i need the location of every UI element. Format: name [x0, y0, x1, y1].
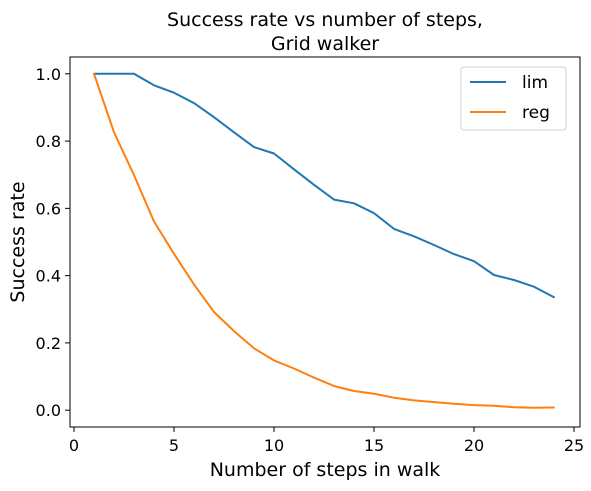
x-tick-label: 15 [364, 436, 384, 455]
chart-title-line-2: Grid walker [271, 33, 379, 55]
y-tick-label: 0.6 [36, 199, 61, 218]
plot-frame [69, 56, 581, 428]
series-line-lim [93, 72, 555, 299]
legend: lim reg [460, 66, 567, 131]
legend-label-reg: reg [522, 103, 550, 123]
x-axis-label: Number of steps in walk [210, 459, 441, 481]
plot-area [93, 72, 555, 409]
legend-label-lim: lim [522, 73, 548, 93]
x-tick-label: 25 [564, 436, 584, 455]
y-tick-label: 0.4 [36, 267, 61, 286]
y-axis-label: Success rate [7, 181, 29, 302]
y-tick-label: 1.0 [36, 65, 61, 84]
series-line-reg [93, 72, 555, 409]
chart-title-line-1: Success rate vs number of steps, [167, 9, 483, 31]
x-tick-label: 20 [464, 436, 484, 455]
x-tick-label: 10 [264, 436, 284, 455]
x-tick-label: 0 [69, 436, 79, 455]
legend-box [460, 66, 567, 131]
x-tick-label: 5 [169, 436, 179, 455]
y-tick-label: 0.0 [36, 401, 61, 420]
axis-ticks: 0 5 10 15 20 25 0.0 0.2 0.4 0.6 0.8 1.0 [36, 65, 585, 455]
y-tick-label: 0.2 [36, 334, 61, 353]
y-tick-label: 0.8 [36, 132, 61, 151]
